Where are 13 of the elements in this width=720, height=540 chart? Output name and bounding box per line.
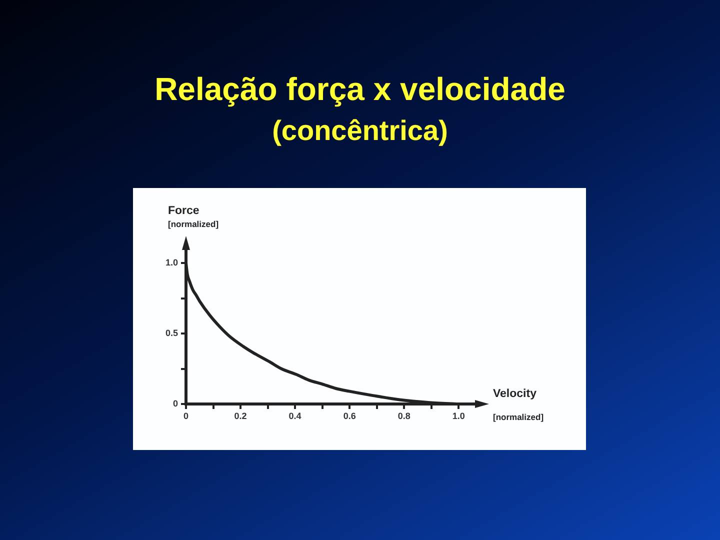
y-tick-label: 1.0 — [165, 258, 178, 268]
x-tick-label: 1.0 — [452, 410, 465, 421]
x-tick-label: 0.8 — [398, 410, 410, 421]
x-tick-label: 0.6 — [343, 410, 356, 421]
x-tick-label: 0 — [183, 410, 189, 421]
x-axis-title: Velocity [normalized] — [493, 388, 544, 422]
y-tick-label: 0 — [172, 398, 178, 408]
chart-title: Relação força x velocidade — [154, 70, 566, 108]
y-axis-title: Force [normalized] — [168, 205, 219, 229]
x-tick-label: 0.4 — [288, 410, 302, 421]
x-tick-label: 0.2 — [234, 410, 247, 421]
chart-subtitle: (concêntrica) — [271, 114, 449, 148]
y-tick-label: 0.5 — [165, 328, 178, 338]
